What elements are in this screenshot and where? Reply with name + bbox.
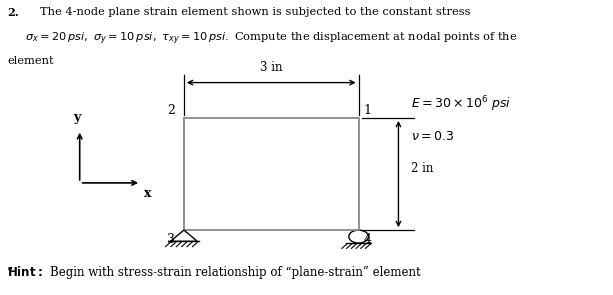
Text: 2.: 2.	[7, 7, 19, 18]
Text: x: x	[144, 187, 151, 200]
Text: The 4-node plane strain element shown is subjected to the constant stress: The 4-node plane strain element shown is…	[40, 7, 470, 17]
Text: y: y	[73, 111, 80, 124]
Text: Begin with stress-strain relationship of “plane-strain” element: Begin with stress-strain relationship of…	[50, 266, 421, 279]
Text: 2: 2	[167, 104, 175, 117]
Text: 3 in: 3 in	[260, 61, 283, 74]
Text: element: element	[7, 56, 54, 66]
Text: $\nu = 0.3$: $\nu = 0.3$	[411, 130, 454, 143]
Text: $E = 30\times10^6\ \mathit{psi}$: $E = 30\times10^6\ \mathit{psi}$	[411, 94, 511, 114]
Text: 1: 1	[364, 104, 371, 117]
Text: 2 in: 2 in	[411, 162, 433, 175]
Text: $\mathbf{Hint:}$: $\mathbf{Hint:}$	[7, 265, 43, 279]
Text: 4: 4	[364, 233, 371, 246]
Text: 3: 3	[167, 233, 175, 246]
Text: $\sigma_x = 20\,psi,\ \sigma_y = 10\,psi,\ \tau_{xy} = 10\,psi$$.$ Compute the d: $\sigma_x = 20\,psi,\ \sigma_y = 10\,psi…	[25, 31, 517, 47]
Text: ”: ”	[7, 266, 13, 279]
